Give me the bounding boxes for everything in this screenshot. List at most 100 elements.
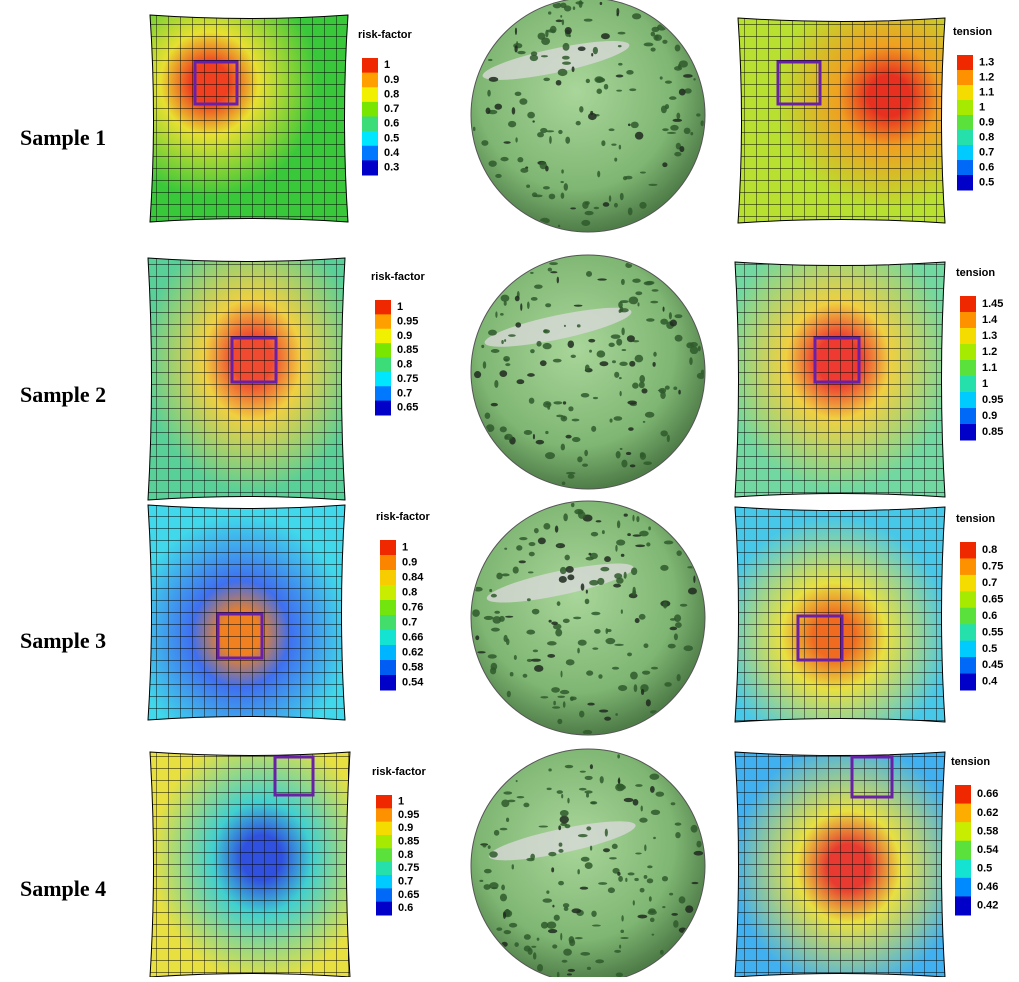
speckle	[579, 0, 583, 8]
speckle	[650, 918, 655, 923]
speckle	[586, 793, 589, 798]
colorbar-segment	[960, 608, 976, 625]
speckle	[568, 340, 575, 348]
speckle	[560, 933, 562, 941]
speckle	[491, 887, 497, 889]
colorbar-segment	[960, 575, 976, 592]
speckle	[548, 768, 551, 771]
speckle	[561, 794, 563, 798]
colorbar-title: tension	[953, 26, 992, 38]
speckle	[563, 949, 572, 956]
colorbar-tick: 0.62	[402, 646, 423, 658]
colorbar-tick: 0.7	[979, 146, 994, 158]
speckle	[560, 816, 569, 824]
speckle	[571, 355, 576, 358]
speckle	[651, 667, 658, 670]
speckle	[631, 567, 637, 575]
speckle	[597, 171, 600, 178]
speckle	[578, 46, 586, 51]
speckle	[685, 905, 693, 913]
speckle	[673, 387, 677, 391]
speckle	[579, 106, 583, 113]
speckle	[573, 617, 581, 620]
speckle	[617, 754, 620, 758]
speckle	[605, 638, 615, 644]
speckle	[504, 930, 511, 934]
colorbar-segment	[955, 859, 971, 878]
speckle	[565, 824, 571, 828]
speckle	[543, 186, 550, 189]
colorbar-segment	[380, 645, 396, 661]
colorbar-segment	[960, 408, 976, 425]
speckle	[512, 107, 516, 114]
speckle	[488, 330, 497, 336]
speckle	[614, 203, 618, 208]
speckle	[652, 289, 659, 292]
speckle	[616, 13, 618, 16]
speckle	[501, 295, 510, 302]
speckle	[674, 614, 681, 622]
speckle	[580, 887, 589, 890]
speckle	[652, 27, 660, 32]
speckle	[517, 796, 525, 798]
speckle	[660, 391, 666, 399]
speckle	[524, 430, 532, 435]
speckle	[561, 193, 565, 199]
speckle	[597, 350, 606, 357]
speckle	[541, 37, 550, 44]
speckle	[504, 548, 507, 550]
speckle	[566, 472, 576, 475]
speckle	[665, 385, 670, 389]
speckle	[566, 659, 575, 665]
colorbar-tick: 0.5	[982, 643, 997, 655]
speckle	[644, 43, 654, 47]
speckle	[653, 837, 656, 839]
speckle	[653, 352, 656, 357]
speckle	[517, 157, 523, 162]
speckle	[528, 948, 533, 955]
speckle	[484, 616, 494, 620]
colorbar-segment	[955, 878, 971, 897]
speckle	[547, 641, 557, 645]
speckle	[503, 912, 506, 919]
speckle	[531, 946, 536, 948]
speckle	[620, 391, 622, 396]
speckle	[489, 589, 492, 592]
speckle	[556, 20, 563, 23]
speckle	[607, 629, 612, 632]
speckle	[572, 66, 575, 72]
speckle	[608, 887, 615, 893]
colorbar-tick: 0.5	[384, 132, 399, 144]
colorbar-tick: 0.6	[384, 118, 399, 130]
speckle	[660, 950, 664, 955]
speckle	[616, 90, 622, 92]
speckle	[621, 279, 625, 285]
colorbar-tick: 1.3	[982, 330, 997, 342]
speckle	[565, 27, 572, 34]
speckle	[573, 6, 575, 10]
speckle	[502, 573, 510, 576]
speckle	[635, 852, 641, 854]
colorbar-segment	[362, 58, 378, 73]
speckle	[670, 125, 678, 131]
colorbar-segment	[957, 100, 973, 116]
speckle	[620, 300, 629, 303]
colorbar-segment	[957, 145, 973, 161]
speckle	[531, 51, 537, 56]
speckle	[567, 798, 569, 804]
colorbar-segment	[362, 73, 378, 88]
speckle	[621, 554, 625, 557]
speckle	[567, 574, 574, 580]
colorbar-segment	[960, 360, 976, 377]
speckle	[698, 346, 701, 352]
speckle	[627, 533, 631, 536]
speckle	[547, 654, 555, 658]
speckle	[629, 88, 636, 91]
speckle	[639, 818, 647, 823]
colorbar-segment	[380, 675, 396, 691]
speckle	[507, 800, 515, 803]
speckle	[560, 690, 569, 694]
speckle	[555, 526, 558, 533]
speckle	[676, 550, 681, 556]
colorbar-tick: 0.6	[398, 902, 413, 914]
